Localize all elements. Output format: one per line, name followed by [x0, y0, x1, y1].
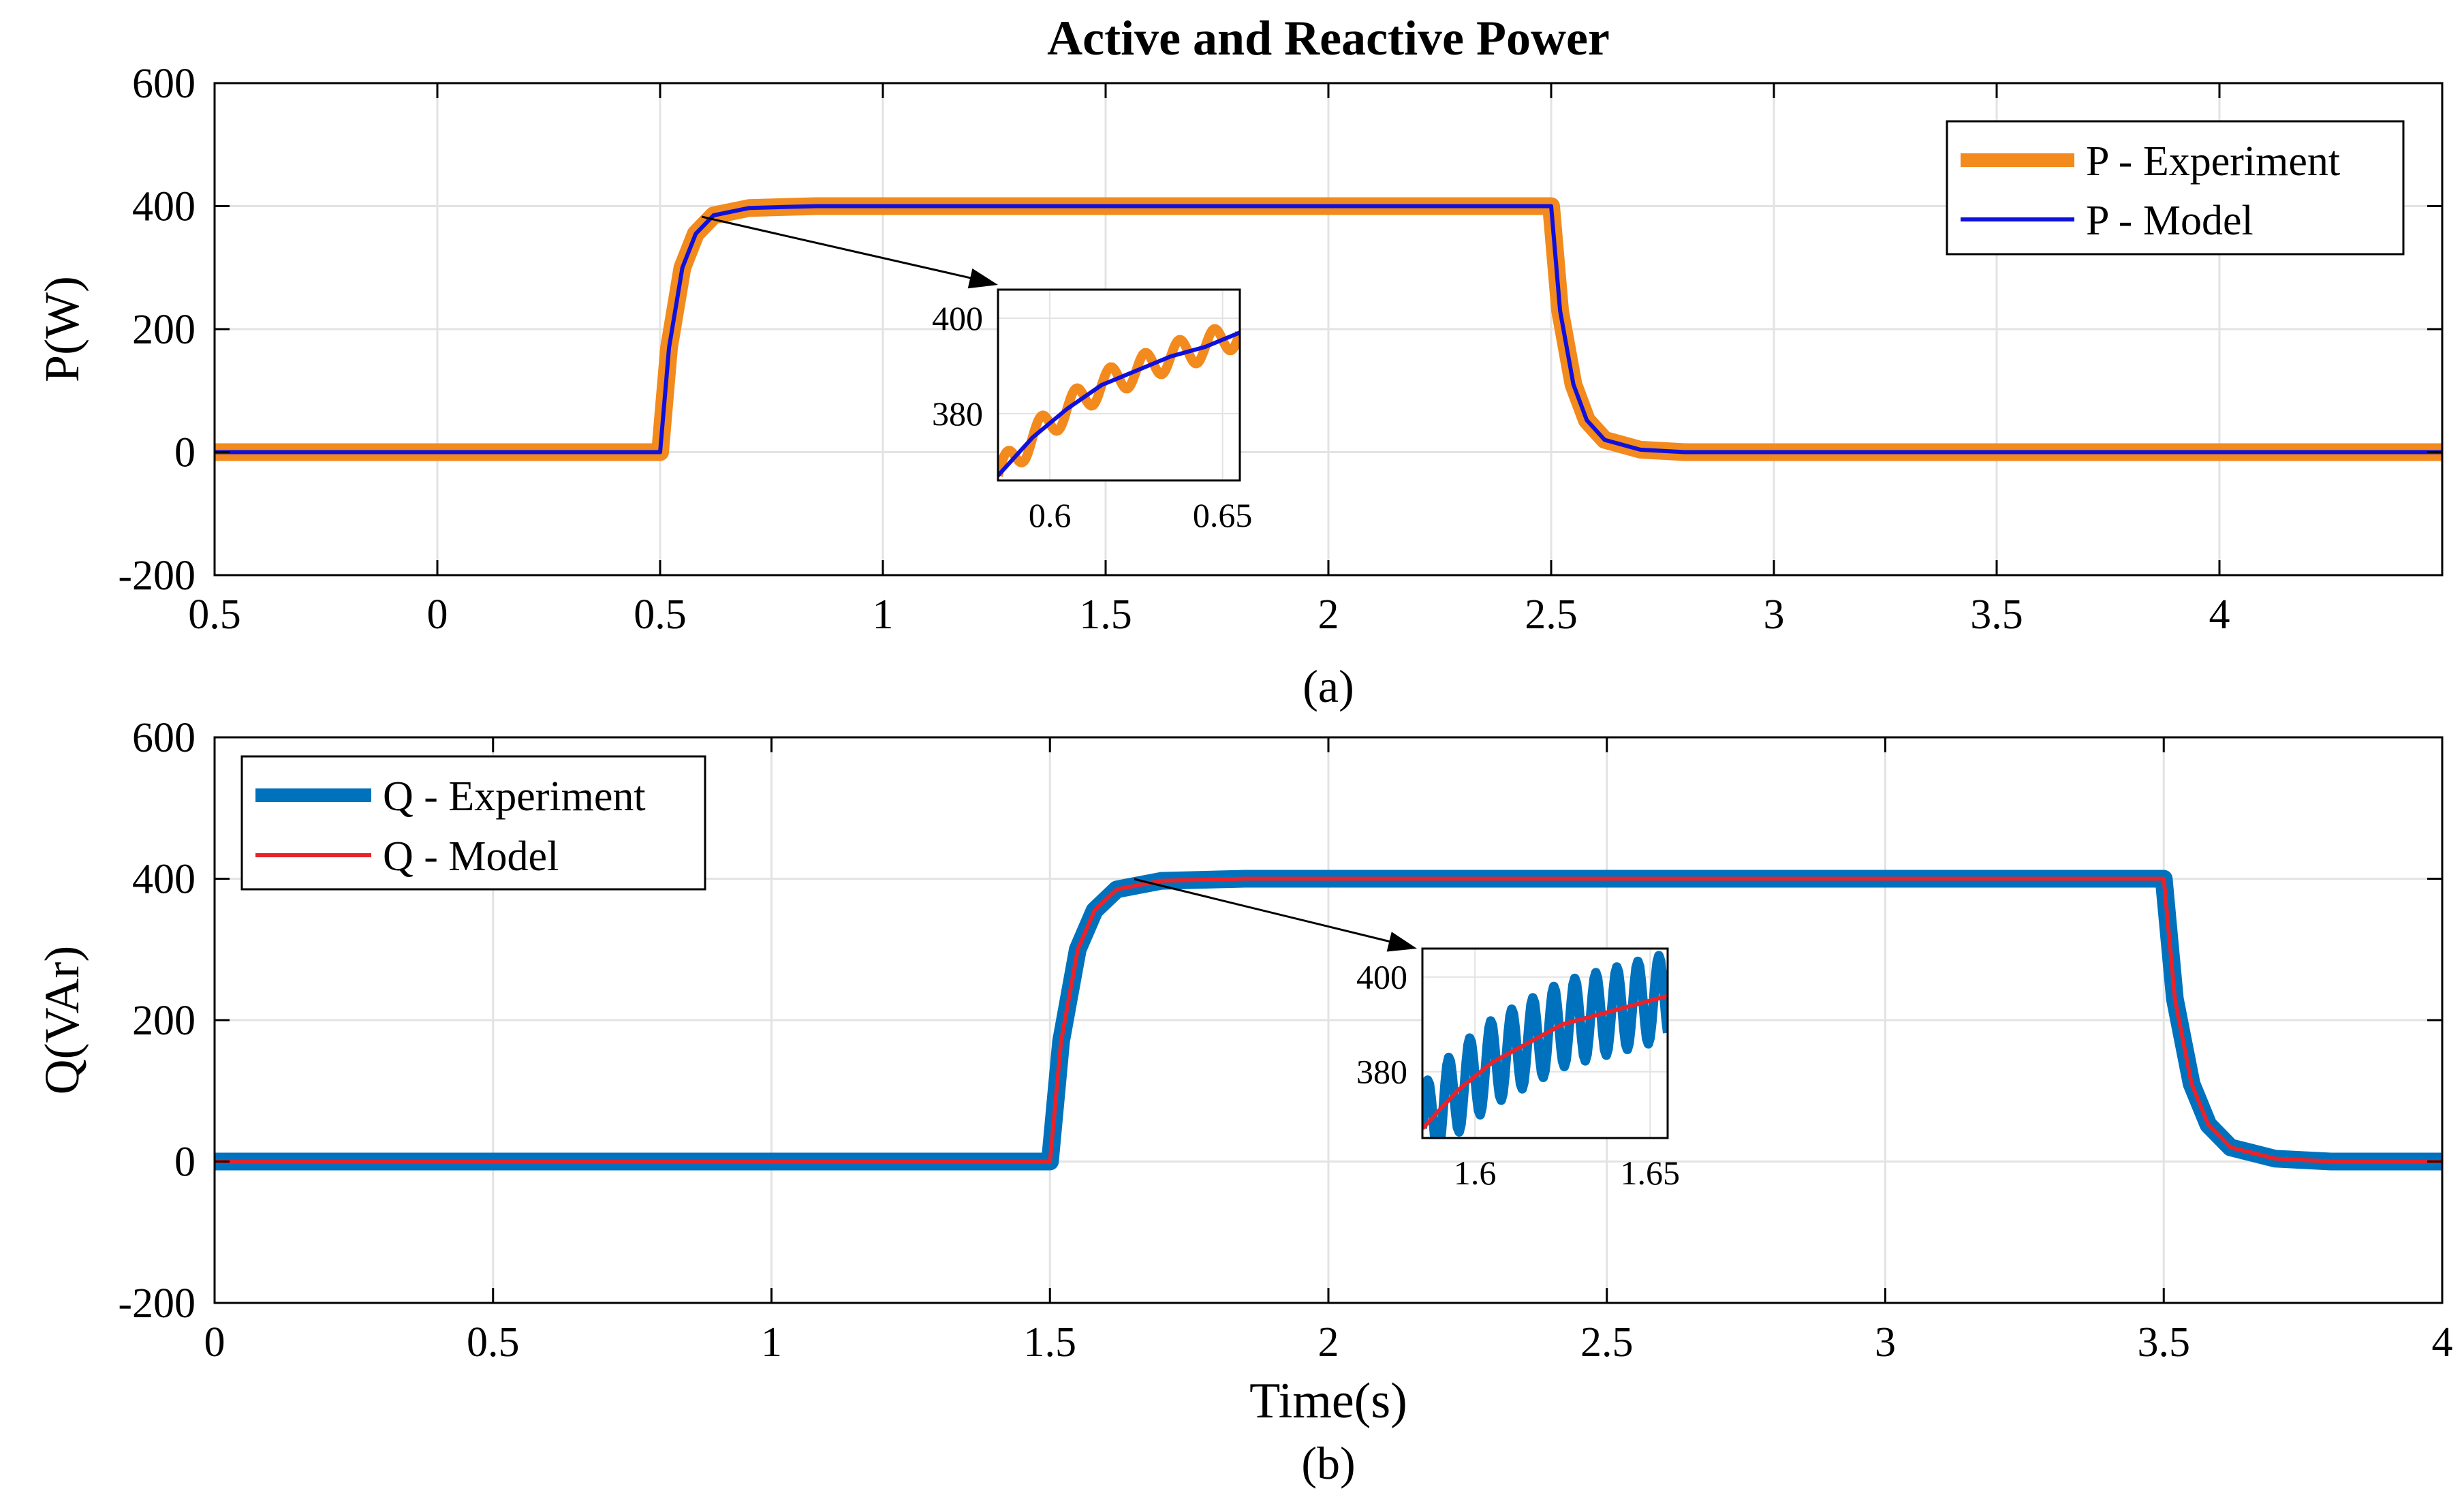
legend-b: Q - Experiment Q - Model — [240, 755, 706, 891]
x-tick-label: 2 — [1318, 591, 1339, 638]
x-tick-label: 1 — [873, 591, 894, 638]
x-tick-label: 2 — [1318, 1319, 1339, 1366]
zoom-arrow-b — [1134, 878, 1417, 952]
x-tick-label: 0 — [427, 591, 448, 638]
series-group-a — [215, 197, 2442, 461]
legend-label-q-model: Q - Model — [383, 833, 559, 880]
y-tick-label: 400 — [132, 184, 196, 230]
x-tick-label: 3 — [1764, 591, 1785, 638]
inset-a: 0.6 0.65 380 400 — [932, 288, 1253, 534]
y-tick-label: 600 — [132, 61, 196, 107]
x-tick-label: 2.5 — [1525, 591, 1578, 638]
y-tick-label: 400 — [132, 857, 196, 903]
chart-title: Active and Reactive Power — [1047, 11, 1610, 65]
zoom-arrow-head — [967, 268, 998, 289]
legend-label-p-experiment: P - Experiment — [2086, 138, 2340, 185]
y-tick-label: 0 — [174, 1139, 196, 1186]
legend-label-p-model: P - Model — [2086, 198, 2254, 244]
panel-caption-a: (a) — [1303, 660, 1354, 712]
y-tick-label: 200 — [132, 307, 196, 353]
x-tick-label: 1.5 — [1024, 1319, 1077, 1366]
legend-box-b — [240, 755, 706, 891]
x-tick-label: 0 — [204, 1319, 225, 1366]
x-tick-label: 0.5 — [467, 1319, 520, 1366]
y-tick-label: -200 — [118, 1280, 196, 1327]
series-line-p-model — [215, 204, 2442, 455]
y-axis-label-b: Q(VAr) — [35, 946, 89, 1095]
inset-y-tick-label: 380 — [1356, 1053, 1407, 1091]
inset-model-line — [1422, 994, 1668, 1131]
panel-caption-b: (b) — [1301, 1437, 1355, 1489]
zoom-arrow-a — [701, 215, 998, 289]
series-group-b — [215, 870, 2442, 1171]
inset-experiment-line — [1422, 951, 1668, 1138]
zoom-arrow-head — [1386, 932, 1417, 952]
y-tick-label: -200 — [118, 553, 196, 599]
x-tick-label: 3.5 — [1970, 591, 2023, 638]
x-tick-label: 0.5 — [634, 591, 687, 638]
series-line-q-model — [215, 876, 2442, 1164]
legend-a: P - Experiment P - Model — [1946, 120, 2405, 256]
x-tick-label: 3.5 — [2138, 1319, 2191, 1366]
y-tick-label: 0 — [174, 430, 196, 476]
inset-y-tick-label: 400 — [1356, 958, 1407, 996]
y-tick-label: 600 — [132, 715, 196, 761]
x-tick-label: 4 — [2432, 1319, 2453, 1366]
legend-label-q-experiment: Q - Experiment — [383, 773, 646, 820]
legend-box-a — [1946, 120, 2405, 256]
inset-y-tick-label: 400 — [932, 299, 983, 337]
x-axis-label-b: Time(s) — [1249, 1373, 1407, 1429]
inset-x-tick-label: 0.6 — [1029, 496, 1072, 534]
inset-x-tick-label: 1.65 — [1621, 1154, 1681, 1192]
y-tick-label: 200 — [132, 998, 196, 1044]
inset-x-tick-label: 0.65 — [1193, 496, 1253, 534]
x-tick-label: 4 — [2209, 591, 2230, 638]
zoom-arrow-line — [701, 215, 986, 283]
inset-model-line — [998, 331, 1240, 478]
x-tick-label: 1 — [761, 1319, 782, 1366]
inset-y-tick-label: 380 — [932, 395, 983, 433]
x-tick-label: 0.5 — [188, 591, 241, 638]
x-tick-label: 1.5 — [1079, 591, 1132, 638]
ticks-a: 0.5 0 0.5 1 1.5 2 2.5 3 3.5 4 -200 0 200 400 600 — [118, 61, 2442, 638]
x-tick-label: 2.5 — [1580, 1319, 1634, 1366]
inset-frame — [1421, 947, 1669, 1139]
zoom-arrow-line — [1134, 878, 1405, 947]
inset-frame — [997, 288, 1241, 482]
x-tick-label: 3 — [1875, 1319, 1896, 1366]
inset-b: 1.6 1.65 380 400 — [1356, 947, 1681, 1192]
y-axis-label-a: P(W) — [35, 276, 89, 382]
inset-x-tick-label: 1.6 — [1454, 1154, 1497, 1192]
